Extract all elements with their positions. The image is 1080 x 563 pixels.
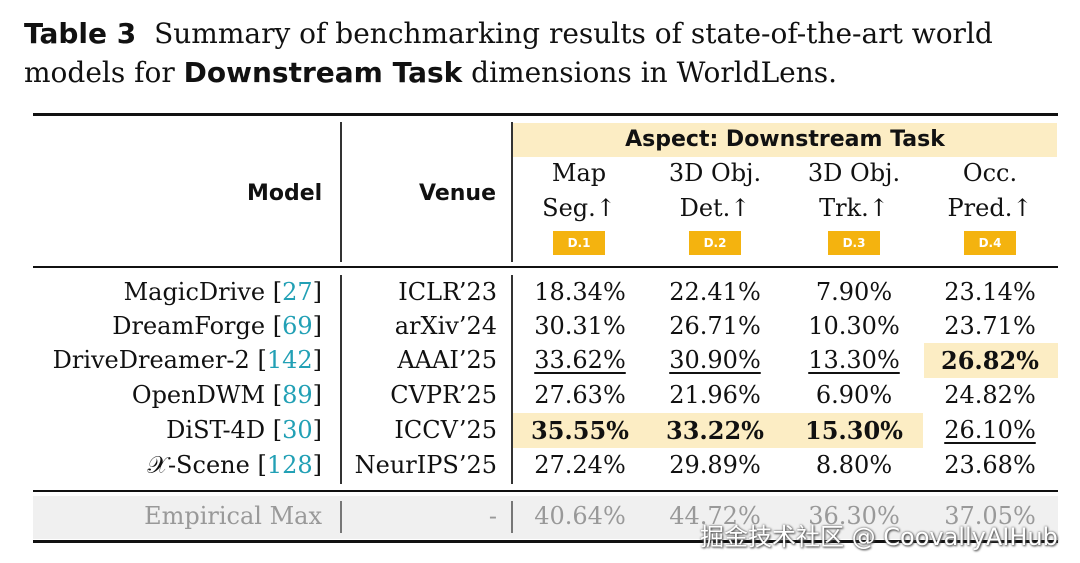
metric-header-3d-obj-det: 3D Obj. Det.↑ [668,159,762,222]
table-row-venue: ICLR’23 [398,278,497,306]
caption-bold-term: Downstream Task [183,56,463,89]
table-row-model: DriveDreamer-2 [142] [52,346,322,374]
empirical-max-venue: - [488,502,497,530]
table-cell-d3: 7.90% [815,278,893,306]
header-divider-model-venue [340,122,342,262]
citation-link[interactable]: 89 [282,381,313,409]
empirical-divider-model-venue [340,501,342,533]
empirical-max-d2: 44.72% [669,502,761,530]
citation-link[interactable]: 27 [282,278,313,306]
table-row-venue: NeurIPS’25 [354,451,497,479]
citation-link[interactable]: 128 [266,451,313,479]
citation-link[interactable]: 30 [282,416,313,444]
caption-text-2: dimensions in WorldLens. [471,56,838,89]
body-divider-model-venue [340,275,342,484]
aspect-header: Aspect: Downstream Task [625,127,945,152]
model-column-header: Model [247,181,323,206]
table-cell-d2: 29.89% [669,451,761,479]
citation-link[interactable]: 142 [266,346,313,374]
header-rule [33,266,1058,268]
dimension-tag-d3: D.3 [828,231,880,255]
metric-header-occ-pred: Occ. Pred.↑ [947,159,1033,222]
table-cell-d3-second-best: 13.30% [808,346,900,374]
table-cell-d1: 30.31% [534,312,626,340]
citation-link[interactable]: 69 [282,312,313,340]
aspect-header-background [513,123,1057,157]
header-divider-venue-metrics [511,122,513,262]
table-row-venue: arXiv’24 [394,312,497,340]
table-row-venue: CVPR’25 [390,381,497,409]
empirical-max-row-background [33,496,1058,539]
bottom-rule [33,540,1058,543]
table-cell-d1: 27.24% [534,451,626,479]
dimension-tag-d1: D.1 [553,231,605,255]
table-row-venue: AAAI’25 [397,346,497,374]
table-row-model: MagicDrive [27] [123,278,322,306]
table-cell-d2: 21.96% [669,381,761,409]
table-cell-d3-best: 15.30% [805,416,903,445]
best-row-highlight-dist4d [513,413,923,448]
table-cell-d4-best: 26.82% [941,346,1039,375]
dimension-tag-d2: D.2 [689,231,741,255]
table-row-model: OpenDWM [89] [131,381,322,409]
table-row-venue: ICCV’25 [394,416,497,444]
table-cell-d2-best: 33.22% [666,416,764,445]
table-row-model: 𝒳-Scene [128] [147,451,322,479]
best-cell-highlight-d4 [924,343,1058,378]
table-cell-d4: 23.14% [944,278,1036,306]
empirical-max-label: Empirical Max [144,502,322,530]
table-cell-d3: 10.30% [808,312,900,340]
table-cell-d1: 18.34% [534,278,626,306]
table-cell-d3: 8.80% [815,451,893,479]
table-row-model: DiST-4D [30] [166,416,322,444]
caption-text-1: Summary of benchmarking results of state… [24,17,993,89]
empirical-max-d3: 36.30% [808,502,900,530]
table-cell-d4-second-best: 26.10% [944,416,1036,444]
empirical-max-d4: 37.05% [944,502,1036,530]
watermark: 掘金技术社区 @ CoovallyAIHub [700,523,1058,551]
table-cell-d4: 23.68% [944,451,1036,479]
table-cell-d2: 26.71% [669,312,761,340]
table-cell-d1: 27.63% [534,381,626,409]
table-cell-d4: 23.71% [944,312,1036,340]
empirical-max-d1: 40.64% [534,502,626,530]
caption-label: Table 3 [24,17,137,50]
top-rule [33,113,1058,116]
table-caption: Table 3 Summary of benchmarking results … [24,14,1064,92]
table-cell-d1-best: 35.55% [531,416,629,445]
body-bottom-rule [33,490,1058,492]
table-cell-d2-second-best: 30.90% [669,346,761,374]
venue-column-header: Venue [419,181,496,206]
empirical-divider-venue-metrics [511,501,513,533]
metric-header-map-seg: Map Seg.↑ [542,159,616,222]
table-cell-d2: 22.41% [669,278,761,306]
dimension-tag-d4: D.4 [964,231,1016,255]
table-row-model: DreamForge [69] [112,312,322,340]
body-divider-venue-metrics [511,275,513,484]
table-cell-d4: 24.82% [944,381,1036,409]
table-cell-d1-second-best: 33.62% [534,346,626,374]
table-cell-d3: 6.90% [815,381,893,409]
metric-header-3d-obj-trk: 3D Obj. Trk.↑ [807,159,901,222]
